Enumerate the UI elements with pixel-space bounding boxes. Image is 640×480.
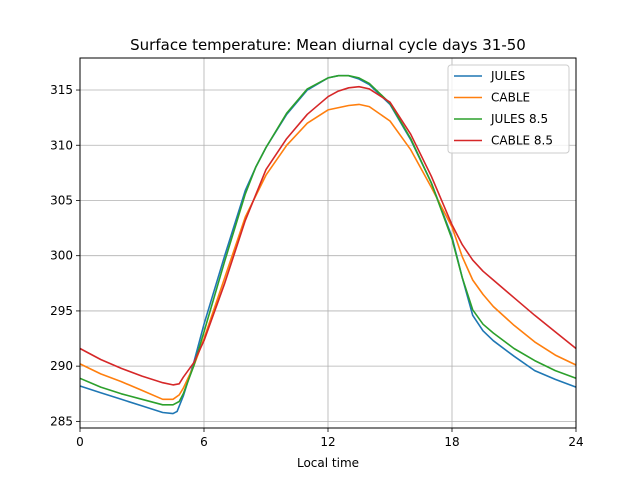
ticks: 0 6 12 18 24 285 290 295 300 305 310 315 [50,83,584,449]
x-tick-label: 24 [568,435,583,449]
legend-label: JULES [490,69,525,83]
x-tick-label: 18 [444,435,459,449]
y-tick-label: 285 [50,414,73,428]
legend: JULES CABLE JULES 8.5 CABLE 8.5 [447,64,570,154]
series-line-cable [79,103,577,401]
chart-title: Surface temperature: Mean diurnal cycle … [130,36,526,54]
x-axis-label: Local time [297,456,359,470]
y-tick-label: 290 [50,359,73,373]
series-line-jules-8-5 [79,74,577,406]
x-tick-label: 12 [320,435,335,449]
y-tick-label: 315 [50,83,73,97]
y-tick-label: 310 [50,138,73,152]
y-tick-label: 305 [50,193,73,207]
y-tick-label: 300 [50,249,73,263]
legend-label: CABLE 8.5 [491,134,553,148]
legend-label: CABLE [491,91,530,105]
x-tick-label: 6 [200,435,208,449]
series-line-cable-8-5 [79,85,577,386]
x-tick-label: 0 [76,435,84,449]
legend-box [447,64,570,154]
legend-label: JULES 8.5 [490,112,548,126]
series-lines [79,74,577,415]
y-tick-label: 295 [50,304,73,318]
